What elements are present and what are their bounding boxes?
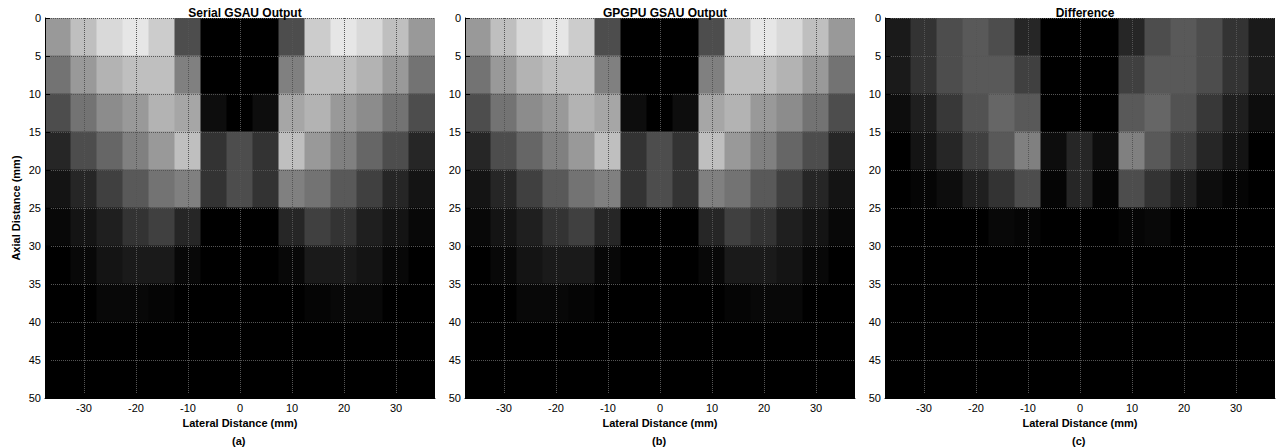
svg-text:0: 0 (237, 402, 243, 414)
svg-text:30: 30 (29, 240, 41, 252)
svg-text:40: 40 (869, 316, 881, 328)
svg-text:20: 20 (1178, 402, 1190, 414)
svg-text:0: 0 (35, 12, 41, 24)
svg-text:0: 0 (455, 12, 461, 24)
svg-text:30: 30 (449, 240, 461, 252)
svg-text:50: 50 (869, 392, 881, 404)
svg-text:35: 35 (869, 278, 881, 290)
svg-text:5: 5 (875, 50, 881, 62)
svg-text:15: 15 (449, 126, 461, 138)
svg-text:-20: -20 (548, 402, 564, 414)
svg-text:15: 15 (29, 126, 41, 138)
svg-text:(c): (c) (1072, 435, 1086, 447)
svg-text:-10: -10 (600, 402, 616, 414)
svg-text:35: 35 (29, 278, 41, 290)
svg-text:Lateral Distance (mm): Lateral Distance (mm) (1023, 417, 1138, 429)
svg-text:50: 50 (29, 392, 41, 404)
svg-text:20: 20 (338, 402, 350, 414)
svg-text:Difference: Difference (1056, 6, 1115, 20)
svg-text:35: 35 (449, 278, 461, 290)
svg-text:45: 45 (29, 354, 41, 366)
svg-text:25: 25 (869, 202, 881, 214)
svg-text:10: 10 (449, 88, 461, 100)
svg-text:Lateral Distance (mm): Lateral Distance (mm) (603, 417, 718, 429)
svg-text:Axial Distance (mm): Axial Distance (mm) (10, 155, 22, 260)
svg-text:10: 10 (286, 402, 298, 414)
svg-text:20: 20 (449, 164, 461, 176)
svg-text:45: 45 (869, 354, 881, 366)
svg-text:15: 15 (869, 126, 881, 138)
svg-text:45: 45 (449, 354, 461, 366)
svg-text:-30: -30 (496, 402, 512, 414)
svg-text:40: 40 (29, 316, 41, 328)
svg-text:GPGPU GSAU Output: GPGPU GSAU Output (603, 6, 727, 20)
svg-text:40: 40 (449, 316, 461, 328)
svg-text:Lateral Distance (mm): Lateral Distance (mm) (183, 417, 298, 429)
svg-text:50: 50 (449, 392, 461, 404)
svg-text:20: 20 (869, 164, 881, 176)
svg-text:30: 30 (390, 402, 402, 414)
svg-text:10: 10 (869, 88, 881, 100)
svg-text:30: 30 (869, 240, 881, 252)
svg-text:25: 25 (29, 202, 41, 214)
svg-text:30: 30 (1230, 402, 1242, 414)
svg-text:-20: -20 (128, 402, 144, 414)
svg-text:10: 10 (1126, 402, 1138, 414)
svg-text:20: 20 (29, 164, 41, 176)
svg-text:10: 10 (29, 88, 41, 100)
svg-text:5: 5 (455, 50, 461, 62)
svg-text:25: 25 (449, 202, 461, 214)
svg-text:5: 5 (35, 50, 41, 62)
svg-text:Serial GSAU Output: Serial GSAU Output (188, 6, 301, 20)
svg-text:0: 0 (657, 402, 663, 414)
svg-text:(a): (a) (232, 435, 246, 447)
svg-text:30: 30 (810, 402, 822, 414)
svg-text:-10: -10 (180, 402, 196, 414)
svg-text:20: 20 (758, 402, 770, 414)
svg-text:-30: -30 (76, 402, 92, 414)
svg-text:-30: -30 (916, 402, 932, 414)
svg-text:(b): (b) (652, 435, 666, 447)
svg-text:-10: -10 (1020, 402, 1036, 414)
svg-text:0: 0 (875, 12, 881, 24)
svg-text:10: 10 (706, 402, 718, 414)
svg-text:0: 0 (1077, 402, 1083, 414)
svg-text:-20: -20 (968, 402, 984, 414)
